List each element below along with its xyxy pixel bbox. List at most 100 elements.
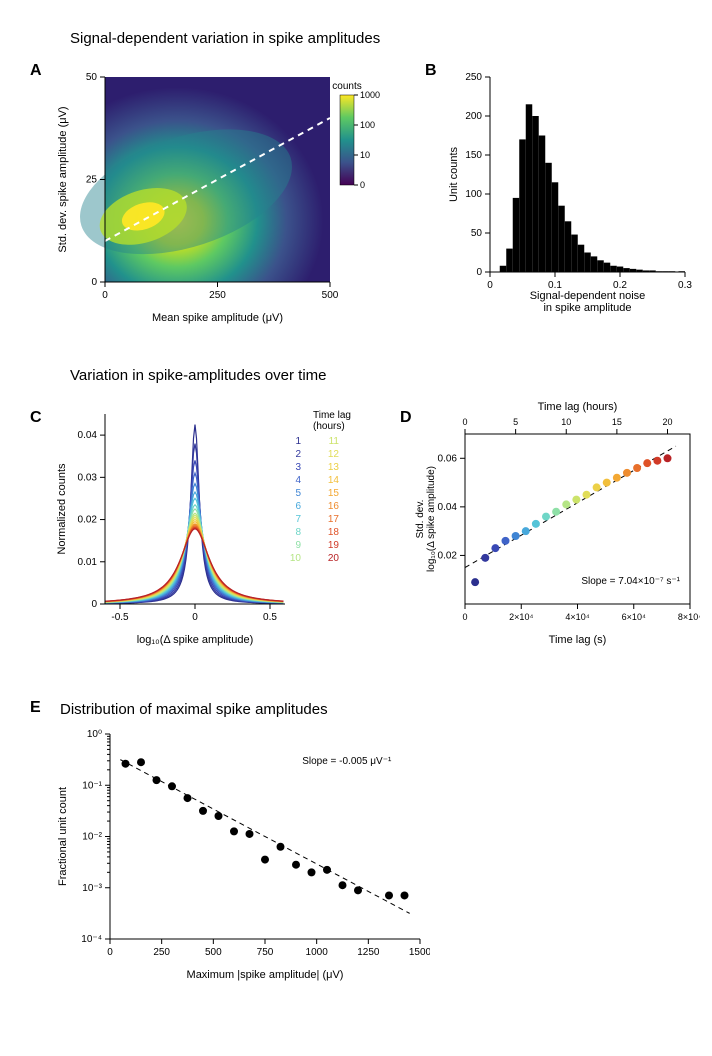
panel-label-c: C — [30, 409, 42, 427]
svg-text:0: 0 — [360, 180, 365, 190]
svg-text:9: 9 — [295, 540, 301, 551]
svg-text:750: 750 — [257, 947, 274, 958]
svg-text:0: 0 — [476, 267, 482, 278]
svg-text:Time lag (s): Time lag (s) — [549, 634, 607, 646]
panel-label-b: B — [425, 62, 437, 80]
panel-e-scatter: 0 250 500 750 1000 1250 1500 10⁰ 10⁻¹ 10⁻² 10⁻³ 10⁻… — [50, 724, 430, 984]
svg-text:log₁₀(Δ spike amplitude): log₁₀(Δ spike amplitude) — [137, 634, 254, 646]
svg-text:Normalized counts: Normalized counts — [56, 463, 68, 555]
svg-text:50: 50 — [471, 228, 483, 239]
svg-text:0.02: 0.02 — [78, 515, 98, 526]
panel-b-histogram: 00.10.20.3050100150200250Signal-dependen… — [445, 67, 695, 327]
svg-text:0.3: 0.3 — [678, 280, 692, 291]
svg-text:0.04: 0.04 — [78, 430, 98, 441]
svg-text:-0.5: -0.5 — [111, 612, 129, 623]
svg-text:200: 200 — [465, 111, 482, 122]
svg-text:10⁻¹: 10⁻¹ — [82, 780, 102, 791]
svg-text:6: 6 — [295, 501, 301, 512]
svg-text:250: 250 — [465, 72, 482, 83]
svg-text:0.06: 0.06 — [438, 453, 458, 464]
svg-text:0: 0 — [91, 277, 97, 288]
svg-text:log₁₀(Δ spike amplitude): log₁₀(Δ spike amplitude) — [426, 466, 437, 572]
svg-text:Maximum |spike amplitude| (μV): Maximum |spike amplitude| (μV) — [187, 969, 344, 981]
svg-text:Slope = 7.04×10⁻⁷ s⁻¹: Slope = 7.04×10⁻⁷ s⁻¹ — [581, 576, 680, 587]
svg-text:10: 10 — [561, 417, 571, 427]
svg-text:10⁻⁴: 10⁻⁴ — [81, 934, 102, 945]
svg-text:Std. dev. spike amplitude (μV): Std. dev. spike amplitude (μV) — [57, 106, 69, 252]
svg-text:18: 18 — [328, 527, 340, 538]
svg-text:1500: 1500 — [409, 947, 430, 958]
svg-text:6×10⁴: 6×10⁴ — [622, 612, 646, 622]
svg-text:150: 150 — [465, 150, 482, 161]
svg-text:2×10⁴: 2×10⁴ — [509, 612, 533, 622]
svg-text:500: 500 — [322, 290, 339, 301]
svg-text:500: 500 — [205, 947, 222, 958]
section1-title: Signal-dependent variation in spike ampl… — [70, 30, 682, 47]
svg-text:25: 25 — [86, 175, 98, 186]
svg-text:8: 8 — [295, 527, 301, 538]
svg-text:11: 11 — [329, 436, 340, 447]
svg-text:16: 16 — [328, 501, 340, 512]
svg-text:Time lag: Time lag — [313, 410, 351, 421]
svg-text:8×10⁴: 8×10⁴ — [678, 612, 700, 622]
svg-text:0.04: 0.04 — [438, 502, 458, 513]
figure-page: Signal-dependent variation in spike ampl… — [0, 0, 712, 1056]
svg-text:5: 5 — [513, 417, 518, 427]
svg-text:0: 0 — [462, 612, 467, 622]
svg-text:13: 13 — [328, 462, 340, 473]
svg-text:10⁻³: 10⁻³ — [82, 883, 102, 894]
svg-text:250: 250 — [153, 947, 170, 958]
svg-text:0.02: 0.02 — [438, 550, 458, 561]
svg-text:0: 0 — [91, 599, 97, 610]
svg-text:10⁻²: 10⁻² — [82, 832, 102, 843]
svg-text:100: 100 — [360, 120, 375, 130]
svg-text:2: 2 — [295, 449, 301, 460]
svg-text:1: 1 — [295, 436, 301, 447]
svg-text:Signal-dependent noise: Signal-dependent noise — [530, 290, 646, 302]
svg-text:0.01: 0.01 — [78, 557, 98, 568]
svg-text:12: 12 — [328, 449, 340, 460]
svg-text:(hours): (hours) — [313, 421, 345, 432]
svg-text:15: 15 — [612, 417, 622, 427]
svg-text:15: 15 — [328, 488, 340, 499]
svg-text:250: 250 — [209, 290, 226, 301]
svg-text:0: 0 — [462, 417, 467, 427]
svg-text:1250: 1250 — [357, 947, 380, 958]
svg-text:Std. dev.: Std. dev. — [415, 500, 426, 539]
svg-text:10: 10 — [290, 553, 302, 564]
svg-text:5: 5 — [295, 488, 301, 499]
svg-text:10⁰: 10⁰ — [87, 729, 102, 740]
svg-text:0: 0 — [487, 280, 493, 291]
svg-text:Mean spike amplitude (μV): Mean spike amplitude (μV) — [152, 312, 283, 324]
svg-text:1000: 1000 — [360, 90, 380, 100]
svg-text:19: 19 — [328, 540, 340, 551]
svg-text:14: 14 — [328, 475, 340, 486]
panel-e-title: Distribution of maximal spike amplitudes — [60, 701, 328, 718]
panel-label-a: A — [30, 62, 42, 80]
svg-text:counts: counts — [332, 81, 361, 92]
svg-text:4×10⁴: 4×10⁴ — [565, 612, 589, 622]
section2-title: Variation in spike-amplitudes over time — [70, 367, 682, 384]
svg-text:0: 0 — [107, 947, 113, 958]
svg-text:4: 4 — [295, 475, 301, 486]
panel-d-scatter: 0 2×10⁴ 4×10⁴ 6×10⁴ 8×10⁴ 0 5 10 15 20 0.02 0.04 0.0… — [410, 399, 700, 649]
svg-text:Unit counts: Unit counts — [448, 146, 460, 202]
svg-text:0.03: 0.03 — [78, 472, 98, 483]
svg-text:0: 0 — [102, 290, 108, 301]
panel-c-lines: -0.500.500.010.020.030.04log₁₀(Δ spike a… — [50, 399, 380, 649]
svg-text:3: 3 — [295, 462, 301, 473]
svg-text:7: 7 — [295, 514, 301, 525]
svg-text:17: 17 — [328, 514, 340, 525]
svg-text:20: 20 — [662, 417, 672, 427]
svg-text:20: 20 — [328, 553, 340, 564]
svg-text:50: 50 — [86, 72, 98, 83]
svg-text:Time lag (hours): Time lag (hours) — [538, 401, 618, 413]
panel-label-e: E — [30, 699, 41, 717]
svg-text:100: 100 — [465, 189, 482, 200]
svg-text:1000: 1000 — [306, 947, 329, 958]
svg-text:Slope = -0.005 μV⁻¹: Slope = -0.005 μV⁻¹ — [302, 756, 392, 767]
svg-text:Fractional unit count: Fractional unit count — [57, 787, 69, 886]
svg-text:in spike amplitude: in spike amplitude — [543, 302, 631, 314]
svg-text:0.5: 0.5 — [263, 612, 277, 623]
panel-a-heatmap: 0 250 500 0 25 50 Mean spike amplitude (μV) Std… — [50, 67, 390, 327]
